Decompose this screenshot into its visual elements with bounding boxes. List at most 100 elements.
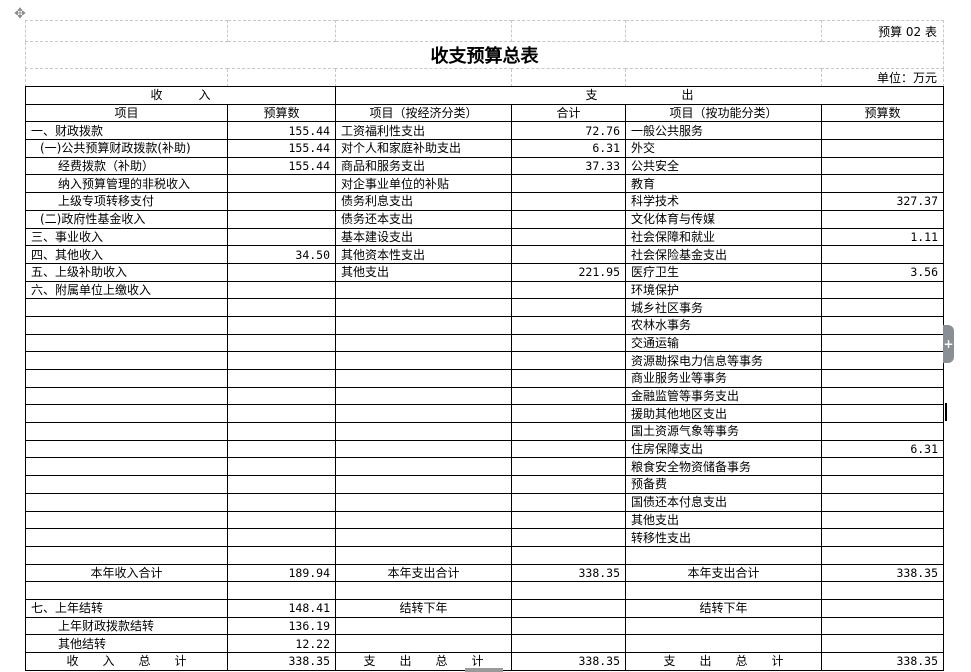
amount-cell[interactable]	[511, 209, 627, 229]
item-cell[interactable]: 结转下年	[625, 598, 823, 618]
amount-cell[interactable]	[226, 174, 337, 194]
amount-cell[interactable]	[511, 333, 627, 353]
amount-cell[interactable]: 221.95	[511, 262, 627, 282]
amount-cell[interactable]	[226, 581, 337, 600]
amount-cell[interactable]	[226, 386, 337, 406]
item-cell[interactable]: 一、财政拨款	[25, 121, 228, 141]
amount-cell[interactable]	[821, 528, 945, 547]
item-cell[interactable]: 债务利息支出	[335, 192, 513, 211]
item-cell[interactable]	[25, 351, 228, 370]
amount-cell[interactable]	[821, 598, 945, 618]
amount-cell[interactable]	[226, 510, 337, 530]
amount-cell[interactable]	[226, 439, 337, 459]
item-cell[interactable]	[25, 315, 228, 335]
amount-cell[interactable]	[226, 457, 337, 477]
item-cell[interactable]: 对企事业单位的补贴	[335, 174, 513, 194]
amount-cell[interactable]	[821, 209, 945, 229]
item-cell[interactable]: 科学技术	[625, 192, 823, 211]
amount-cell[interactable]	[821, 174, 945, 194]
amount-cell[interactable]	[511, 174, 627, 194]
amount-cell[interactable]: 72.76	[511, 121, 627, 141]
amount-cell[interactable]	[226, 280, 337, 300]
item-cell[interactable]: 上年财政拨款结转	[25, 616, 228, 636]
item-cell[interactable]: 收 入 总 计	[25, 652, 228, 671]
item-cell[interactable]	[25, 369, 228, 388]
item-cell[interactable]: 社会保障和就业	[625, 227, 823, 247]
item-cell[interactable]	[335, 457, 513, 477]
amount-cell[interactable]	[821, 351, 945, 370]
amount-cell[interactable]: 37.33	[511, 156, 627, 176]
amount-cell[interactable]	[226, 492, 337, 512]
amount-cell[interactable]: 338.35	[511, 652, 627, 671]
amount-cell[interactable]	[226, 333, 337, 353]
amount-cell[interactable]: 3.56	[821, 262, 945, 282]
amount-cell[interactable]: 6.31	[821, 439, 945, 459]
item-cell[interactable]: 本年收入合计	[25, 563, 228, 583]
item-cell[interactable]	[25, 545, 228, 565]
item-cell[interactable]: 本年支出合计	[625, 563, 823, 583]
item-cell[interactable]	[335, 386, 513, 406]
expand-panel-tab[interactable]: +	[943, 325, 954, 363]
amount-cell[interactable]: 155.44	[226, 139, 337, 158]
item-cell[interactable]: 文化体育与传媒	[625, 209, 823, 229]
item-cell[interactable]: 债务还本支出	[335, 209, 513, 229]
amount-cell[interactable]: 1.11	[821, 227, 945, 247]
item-cell[interactable]	[625, 581, 823, 600]
amount-cell[interactable]	[511, 369, 627, 388]
item-cell[interactable]	[335, 616, 513, 636]
item-cell[interactable]: 住房保障支出	[625, 439, 823, 459]
amount-cell[interactable]	[821, 139, 945, 158]
item-cell[interactable]: 交通运输	[625, 333, 823, 353]
item-cell[interactable]	[335, 475, 513, 494]
item-cell[interactable]	[25, 457, 228, 477]
amount-cell[interactable]	[226, 369, 337, 388]
item-cell[interactable]	[25, 439, 228, 459]
amount-cell[interactable]	[511, 492, 627, 512]
amount-cell[interactable]	[226, 192, 337, 211]
amount-cell[interactable]: 148.41	[226, 598, 337, 618]
amount-cell[interactable]: 155.44	[226, 121, 337, 141]
item-cell[interactable]	[335, 333, 513, 353]
amount-cell[interactable]: 155.44	[226, 156, 337, 176]
item-cell[interactable]	[25, 581, 228, 600]
amount-cell[interactable]	[511, 510, 627, 530]
amount-cell[interactable]: 338.35	[226, 652, 337, 671]
amount-cell[interactable]	[821, 545, 945, 565]
item-cell[interactable]: 粮食安全物资储备事务	[625, 457, 823, 477]
item-cell[interactable]	[335, 545, 513, 565]
amount-cell[interactable]: 338.35	[511, 563, 627, 583]
amount-cell[interactable]	[511, 598, 627, 618]
item-cell[interactable]	[335, 404, 513, 424]
item-cell[interactable]	[25, 298, 228, 317]
amount-cell[interactable]	[226, 298, 337, 317]
item-cell[interactable]: 一般公共服务	[625, 121, 823, 141]
amount-cell[interactable]: 338.35	[821, 563, 945, 583]
amount-cell[interactable]	[226, 227, 337, 247]
amount-cell[interactable]	[511, 315, 627, 335]
item-cell[interactable]: 转移性支出	[625, 528, 823, 547]
item-cell[interactable]	[335, 492, 513, 512]
item-cell[interactable]: 经费拨款（补助）	[25, 156, 228, 176]
amount-cell[interactable]	[226, 475, 337, 494]
item-cell[interactable]	[25, 475, 228, 494]
item-cell[interactable]	[335, 510, 513, 530]
item-cell[interactable]	[335, 315, 513, 335]
amount-cell[interactable]	[821, 404, 945, 424]
item-cell[interactable]: 本年支出合计	[335, 563, 513, 583]
amount-cell[interactable]	[226, 262, 337, 282]
item-cell[interactable]: 环境保护	[625, 280, 823, 300]
item-cell[interactable]: 五、上级补助收入	[25, 262, 228, 282]
amount-cell[interactable]	[511, 404, 627, 424]
item-cell[interactable]: 其他支出	[335, 262, 513, 282]
amount-cell[interactable]: 12.22	[226, 634, 337, 653]
item-cell[interactable]: 对个人和家庭补助支出	[335, 139, 513, 158]
item-cell[interactable]	[625, 545, 823, 565]
amount-cell[interactable]	[821, 492, 945, 512]
amount-cell[interactable]	[511, 616, 627, 636]
item-cell[interactable]	[335, 634, 513, 653]
item-cell[interactable]	[25, 528, 228, 547]
amount-cell[interactable]	[511, 245, 627, 264]
item-cell[interactable]	[25, 492, 228, 512]
item-cell[interactable]: 其他结转	[25, 634, 228, 653]
amount-cell[interactable]	[821, 315, 945, 335]
